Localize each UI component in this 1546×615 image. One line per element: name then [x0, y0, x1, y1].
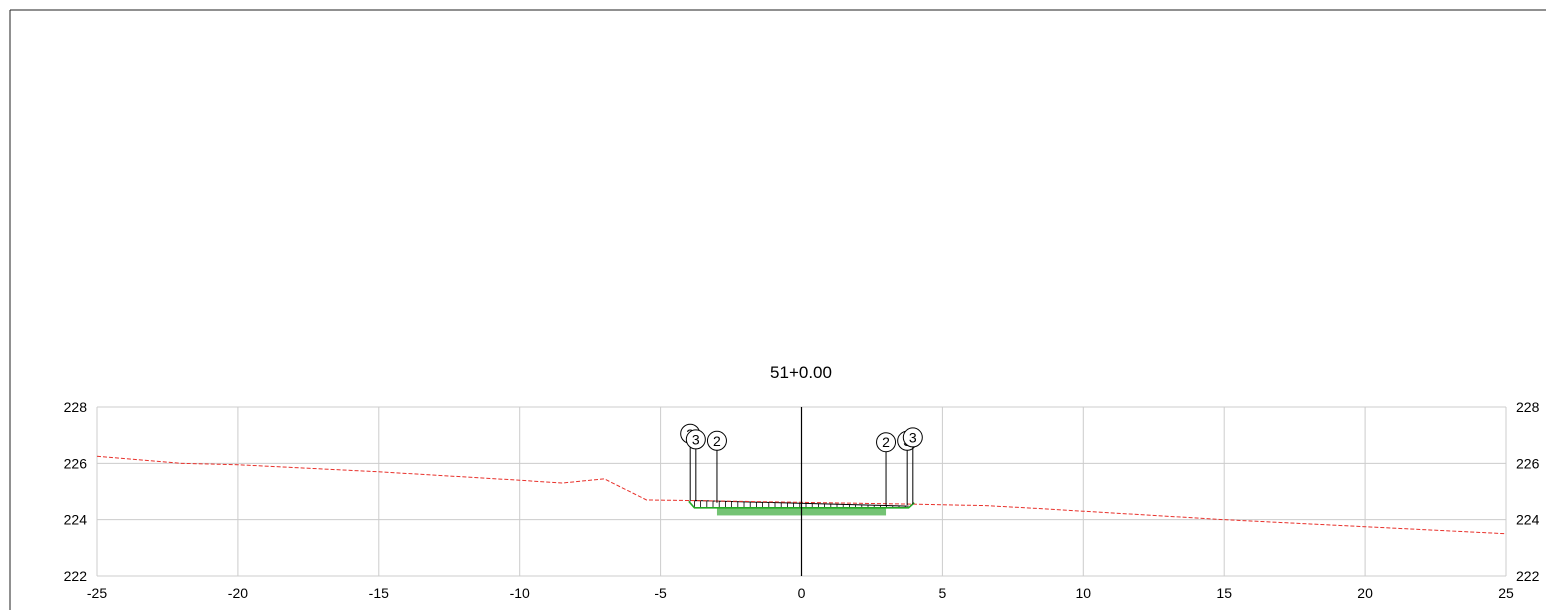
callout-bubble [876, 432, 897, 453]
y-tick-label-right: 224 [1516, 512, 1540, 528]
x-tick-label: -5 [654, 585, 667, 601]
y-tick-label-left: 226 [64, 455, 88, 471]
x-tick-label: 5 [939, 585, 947, 601]
x-tick-label: 25 [1498, 585, 1514, 601]
x-tick-label: -15 [369, 585, 389, 601]
existing-ground-line [96, 455, 1507, 535]
x-tick-label: 15 [1216, 585, 1232, 601]
callout-label: 2 [882, 434, 890, 450]
callout-bubble [902, 427, 923, 448]
y-tick-label-left: 224 [64, 512, 88, 528]
x-tick-label: -25 [87, 585, 107, 601]
series-layer [96, 407, 1507, 576]
callout-bubble [706, 430, 727, 451]
x-tick-label: 20 [1357, 585, 1373, 601]
callout-label: 3 [692, 431, 700, 447]
x-tick-label: -10 [510, 585, 530, 601]
y-tick-label-left: 222 [64, 568, 88, 584]
y-tick-label-right: 228 [1516, 399, 1540, 415]
callout-label: 3 [909, 429, 917, 445]
callout-layer: 332233 [680, 423, 923, 507]
x-tick-label: -20 [228, 585, 248, 601]
y-tick-label-right: 222 [1516, 568, 1540, 584]
callout-label: 2 [713, 433, 721, 449]
y-tick-label-right: 226 [1516, 455, 1540, 471]
station-label: 51+0.00 [770, 363, 832, 382]
callout-bubble [685, 429, 706, 450]
x-tick-label: 0 [798, 585, 806, 601]
y-tick-label-left: 228 [64, 399, 88, 415]
x-tick-label: 10 [1076, 585, 1092, 601]
